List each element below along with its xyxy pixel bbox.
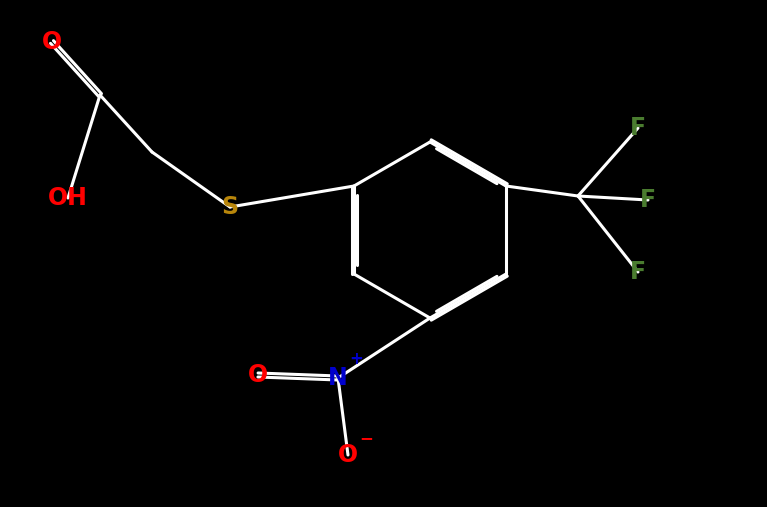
Text: −: − <box>359 429 373 447</box>
Text: F: F <box>640 188 656 212</box>
Text: O: O <box>338 443 358 467</box>
Text: F: F <box>630 116 646 140</box>
Text: +: + <box>349 350 363 368</box>
Text: S: S <box>222 195 239 219</box>
Text: OH: OH <box>48 186 88 210</box>
Text: O: O <box>248 363 268 387</box>
Text: O: O <box>42 30 62 54</box>
Text: F: F <box>630 260 646 284</box>
Text: N: N <box>328 366 348 390</box>
